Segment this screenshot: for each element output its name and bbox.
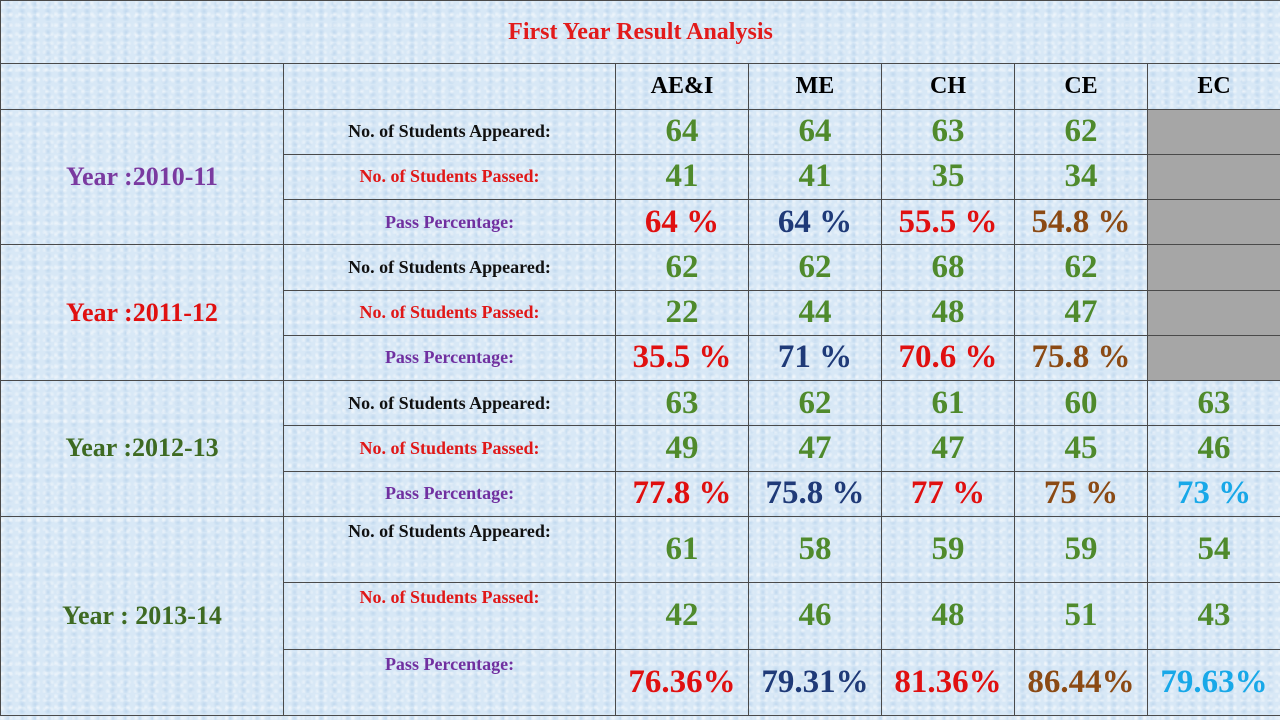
value-cell: 42 [615,582,749,650]
value-cell: 59 [881,515,1015,584]
empty-cell [1147,289,1280,336]
row-label-passed: No. of Students Passed: [283,153,616,201]
value-cell: 68 [881,244,1015,291]
value-cell: 81.36% [881,648,1015,717]
row-label-percentage: Pass Percentage: [283,199,616,246]
row-label-appeared: No. of Students Appeared: [283,515,616,584]
value-cell: 35 [881,153,1015,201]
value-cell: 75.8 % [1014,334,1148,382]
value-cell: 41 [748,153,882,201]
value-cell: 62 [1014,108,1148,155]
value-cell: 73 % [1147,470,1280,517]
row-label-passed: No. of Students Passed: [283,582,616,650]
value-cell: 63 [615,380,749,427]
branch-header: CE [1014,63,1148,110]
branch-header: AE&I [615,63,749,110]
table-title: First Year Result Analysis [0,0,1280,65]
value-cell: 62 [748,380,882,427]
value-cell: 61 [615,515,749,584]
value-cell: 77.8 % [615,470,749,517]
branch-header: CH [881,63,1015,110]
value-cell: 61 [881,380,1015,427]
value-cell: 62 [1014,244,1148,291]
row-label-percentage: Pass Percentage: [283,334,616,382]
value-cell: 46 [1147,425,1280,472]
value-cell: 47 [1014,289,1148,336]
value-cell: 58 [748,515,882,584]
empty-cell [1147,199,1280,246]
value-cell: 63 [1147,380,1280,427]
value-cell: 62 [748,244,882,291]
branch-header: ME [748,63,882,110]
header-blank-year [0,63,284,110]
year-label: Year : 2013-14 [0,515,284,717]
header-blank-label [283,63,616,110]
value-cell: 86.44% [1014,648,1148,717]
value-cell: 48 [881,289,1015,336]
empty-cell [1147,153,1280,201]
value-cell: 47 [748,425,882,472]
value-cell: 64 [615,108,749,155]
value-cell: 34 [1014,153,1148,201]
value-cell: 41 [615,153,749,201]
value-cell: 35.5 % [615,334,749,382]
value-cell: 75 % [1014,470,1148,517]
row-label-passed: No. of Students Passed: [283,425,616,472]
empty-cell [1147,244,1280,291]
value-cell: 47 [881,425,1015,472]
value-cell: 64 % [615,199,749,246]
row-label-appeared: No. of Students Appeared: [283,244,616,291]
value-cell: 22 [615,289,749,336]
value-cell: 55.5 % [881,199,1015,246]
empty-cell [1147,334,1280,382]
row-label-percentage: Pass Percentage: [283,470,616,517]
year-label: Year :2010-11 [0,108,284,246]
empty-cell [1147,108,1280,155]
value-cell: 54 [1147,515,1280,584]
value-cell: 77 % [881,470,1015,517]
value-cell: 64 % [748,199,882,246]
year-label: Year :2012-13 [0,380,284,517]
row-label-appeared: No. of Students Appeared: [283,108,616,155]
value-cell: 76.36% [615,648,749,717]
value-cell: 63 [881,108,1015,155]
value-cell: 51 [1014,582,1148,650]
value-cell: 60 [1014,380,1148,427]
row-label-passed: No. of Students Passed: [283,289,616,336]
value-cell: 62 [615,244,749,291]
row-label-percentage: Pass Percentage: [283,648,616,717]
value-cell: 43 [1147,582,1280,650]
value-cell: 54.8 % [1014,199,1148,246]
value-cell: 64 [748,108,882,155]
value-cell: 44 [748,289,882,336]
value-cell: 75.8 % [748,470,882,517]
value-cell: 49 [615,425,749,472]
value-cell: 70.6 % [881,334,1015,382]
value-cell: 45 [1014,425,1148,472]
value-cell: 46 [748,582,882,650]
value-cell: 79.63% [1147,648,1280,717]
row-label-appeared: No. of Students Appeared: [283,380,616,427]
value-cell: 59 [1014,515,1148,584]
value-cell: 48 [881,582,1015,650]
year-label: Year :2011-12 [0,244,284,382]
value-cell: 79.31% [748,648,882,717]
branch-header: EC [1147,63,1280,110]
value-cell: 71 % [748,334,882,382]
